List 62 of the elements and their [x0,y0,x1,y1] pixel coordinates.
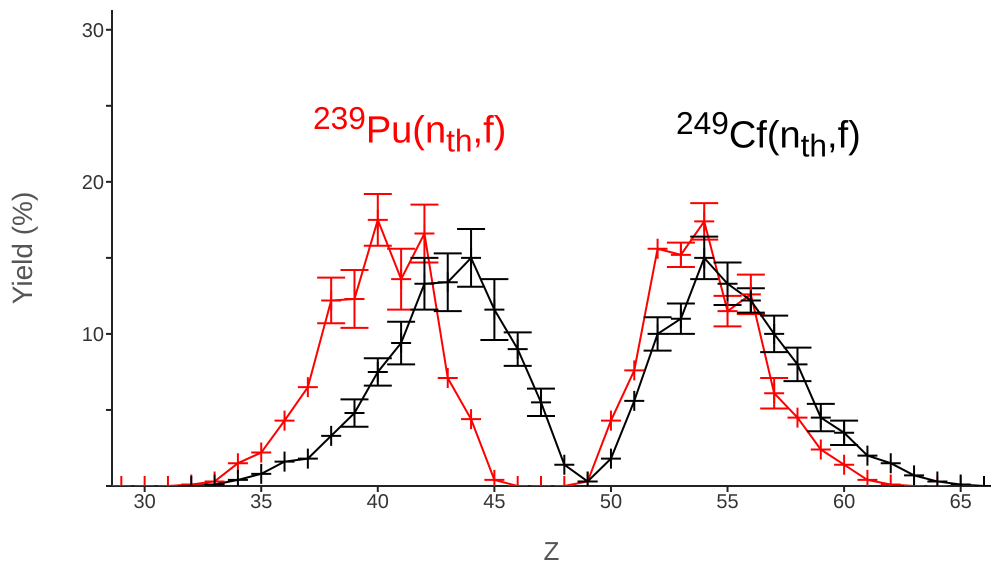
y-tick-label: 10 [82,324,104,346]
point [438,368,458,388]
point [368,210,388,230]
point [718,274,738,294]
point [834,454,854,475]
point [624,390,644,411]
point [414,224,434,244]
point [857,446,878,466]
text: $^{249}$Cf(n$_{th}$,f) [676,105,861,164]
point [321,426,342,446]
y-tick-label: 30 [82,20,104,42]
point [694,248,714,268]
point [904,465,924,486]
point [787,408,808,428]
point [508,339,528,360]
text: $^{239}$Pu(n$_{th}$,f) [313,100,506,158]
point [274,452,295,472]
point [600,448,621,469]
point [810,408,831,428]
point [461,409,482,430]
point [414,274,434,294]
x-tick-label: 40 [366,491,389,514]
point [461,248,482,268]
point [298,377,318,398]
point [624,360,644,380]
point [438,272,458,292]
point [298,448,318,469]
point [484,300,504,320]
point [251,442,272,463]
point [740,290,761,310]
point [368,362,388,382]
point [670,244,691,265]
x-axis-title: Z [544,536,560,564]
point [344,403,364,424]
point [880,453,901,474]
point [648,238,668,259]
point [718,301,738,322]
point [764,324,784,344]
point [251,464,272,484]
point [787,354,808,374]
point [648,324,668,344]
point [834,422,854,443]
point [274,410,295,431]
point [810,440,831,460]
x-tick-label: 65 [950,491,972,514]
y-tick-label: 20 [82,172,104,194]
point [670,308,691,329]
point [600,410,621,431]
point [321,290,342,310]
x-tick-label: 60 [832,491,856,514]
point [694,211,714,232]
x-tick-label: 35 [250,491,272,514]
y-axis-title: Yield (%) [6,192,38,304]
point [344,288,364,309]
x-tick-label: 50 [600,491,622,514]
point [391,269,412,290]
point [554,454,574,475]
point [391,333,412,354]
x-tick-label: 45 [483,491,506,514]
x-tick-label: 55 [716,491,739,514]
point [764,383,784,404]
x-tick-label: 30 [134,491,156,514]
